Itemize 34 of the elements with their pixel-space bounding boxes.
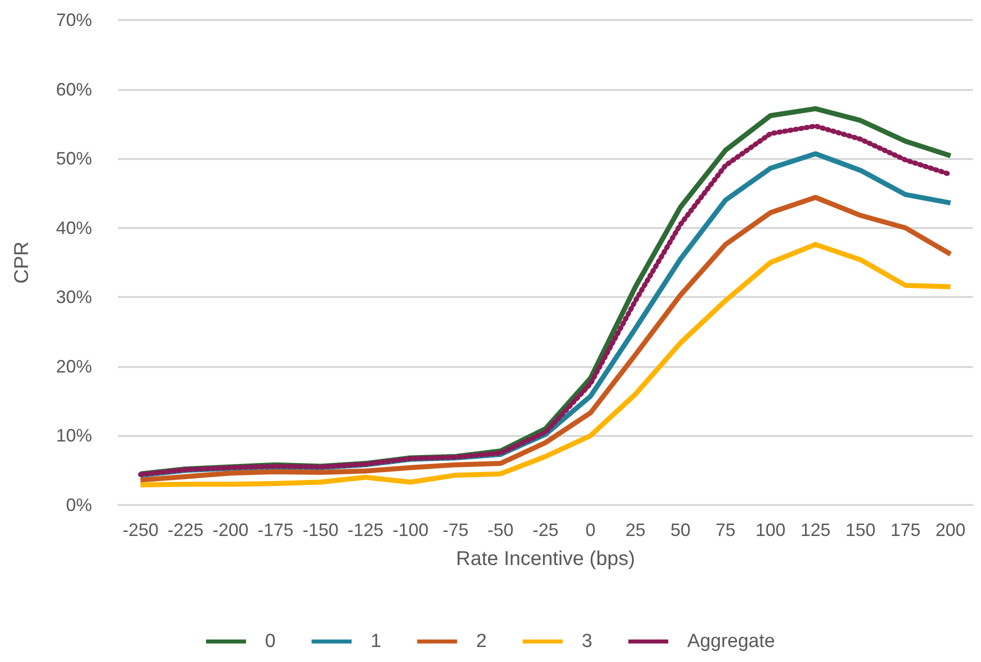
x-tick-label: -125	[347, 520, 384, 540]
x-tick-label: 25	[625, 520, 646, 540]
y-axis-title: CPR	[11, 241, 33, 284]
legend-label: 0	[265, 631, 276, 652]
x-tick-label: 0	[585, 520, 596, 540]
x-tick-label: 175	[890, 520, 921, 540]
y-tick-label: 40%	[56, 218, 92, 238]
legend-label: 3	[582, 631, 592, 652]
x-tick-label: 200	[935, 520, 966, 540]
x-tick-label: 100	[755, 520, 786, 540]
x-tick-label: -100	[392, 520, 429, 540]
legend-label: 2	[476, 631, 487, 652]
x-tick-label: -25	[532, 520, 559, 540]
x-tick-label: -250	[122, 520, 159, 540]
x-tick-label: -175	[257, 520, 294, 540]
x-tick-label: 75	[715, 520, 736, 540]
x-tick-label: -75	[442, 520, 469, 540]
x-tick-label: 125	[800, 520, 831, 540]
x-tick-label: 50	[670, 520, 691, 540]
y-tick-label: 60%	[56, 79, 92, 100]
x-tick-label: -150	[302, 520, 339, 540]
y-tick-label: 0%	[66, 495, 92, 515]
y-tick-label: 20%	[56, 356, 92, 376]
x-tick-label: -50	[487, 520, 514, 540]
y-tick-label: 30%	[56, 287, 92, 308]
y-tick-label: 70%	[56, 10, 92, 30]
y-tick-label: 10%	[56, 426, 92, 446]
y-tick-label: 50%	[56, 148, 92, 169]
x-tick-label: -200	[212, 520, 249, 540]
x-tick-label: -225	[167, 520, 204, 540]
x-tick-label: 150	[845, 520, 876, 540]
x-axis-title: Rate Incentive (bps)	[456, 548, 635, 570]
legend-label: 1	[370, 631, 382, 652]
legend-label: Aggregate	[687, 631, 775, 652]
